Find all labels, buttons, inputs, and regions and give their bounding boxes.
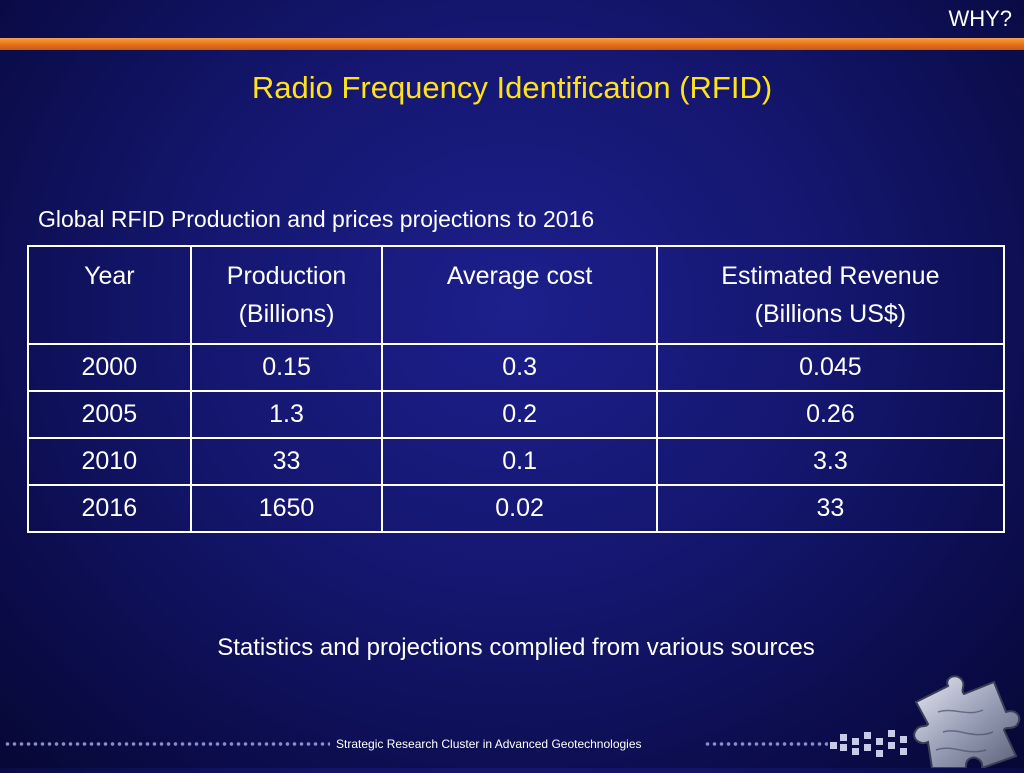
section-label: WHY? [948, 6, 1012, 31]
table-caption: Global RFID Production and prices projec… [38, 206, 595, 232]
rfid-table: Year Production (Billions) Average cost E… [27, 245, 1006, 533]
cell-average-cost: 0.2 [381, 390, 658, 439]
cell-year: 2000 [27, 343, 192, 392]
header-production: Production (Billions) [189, 245, 384, 345]
cell-production: 33 [189, 437, 384, 486]
header-year: Year [27, 245, 192, 345]
cell-average-cost: 0.1 [381, 437, 658, 486]
puzzle-piece-icon [898, 672, 1024, 770]
footer-text: Strategic Research Cluster in Advanced G… [336, 737, 642, 751]
slide-title: Radio Frequency Identification (RFID) [251, 70, 773, 105]
cell-revenue: 33 [655, 484, 1006, 533]
cell-revenue: 3.3 [655, 437, 1006, 486]
table-header-row: Year Production (Billions) Average cost E… [27, 245, 1006, 345]
cell-year: 2005 [27, 390, 192, 439]
table-row: 2016 1650 0.02 33 [27, 484, 1006, 533]
cell-average-cost: 0.02 [381, 484, 658, 533]
footer-dots-left [4, 740, 330, 748]
cell-average-cost: 0.3 [381, 343, 658, 392]
decorative-squares [826, 728, 946, 758]
header-estimated-revenue: Estimated Revenue (Billions US$) [655, 245, 1006, 345]
table-row: 2010 33 0.1 3.3 [27, 437, 1006, 486]
cell-year: 2016 [27, 484, 192, 533]
cell-production: 1650 [189, 484, 384, 533]
header-average-cost: Average cost [381, 245, 658, 345]
orange-accent-bar [0, 38, 1024, 50]
table-row: 2005 1.3 0.2 0.26 [27, 390, 1006, 439]
source-note: Statistics and projections complied from… [217, 634, 815, 661]
table-row: 2000 0.15 0.3 0.045 [27, 343, 1006, 392]
cell-revenue: 0.26 [655, 390, 1006, 439]
footer-dots-right [704, 740, 828, 748]
cell-revenue: 0.045 [655, 343, 1006, 392]
cell-production: 1.3 [189, 390, 384, 439]
cell-year: 2010 [27, 437, 192, 486]
cell-production: 0.15 [189, 343, 384, 392]
